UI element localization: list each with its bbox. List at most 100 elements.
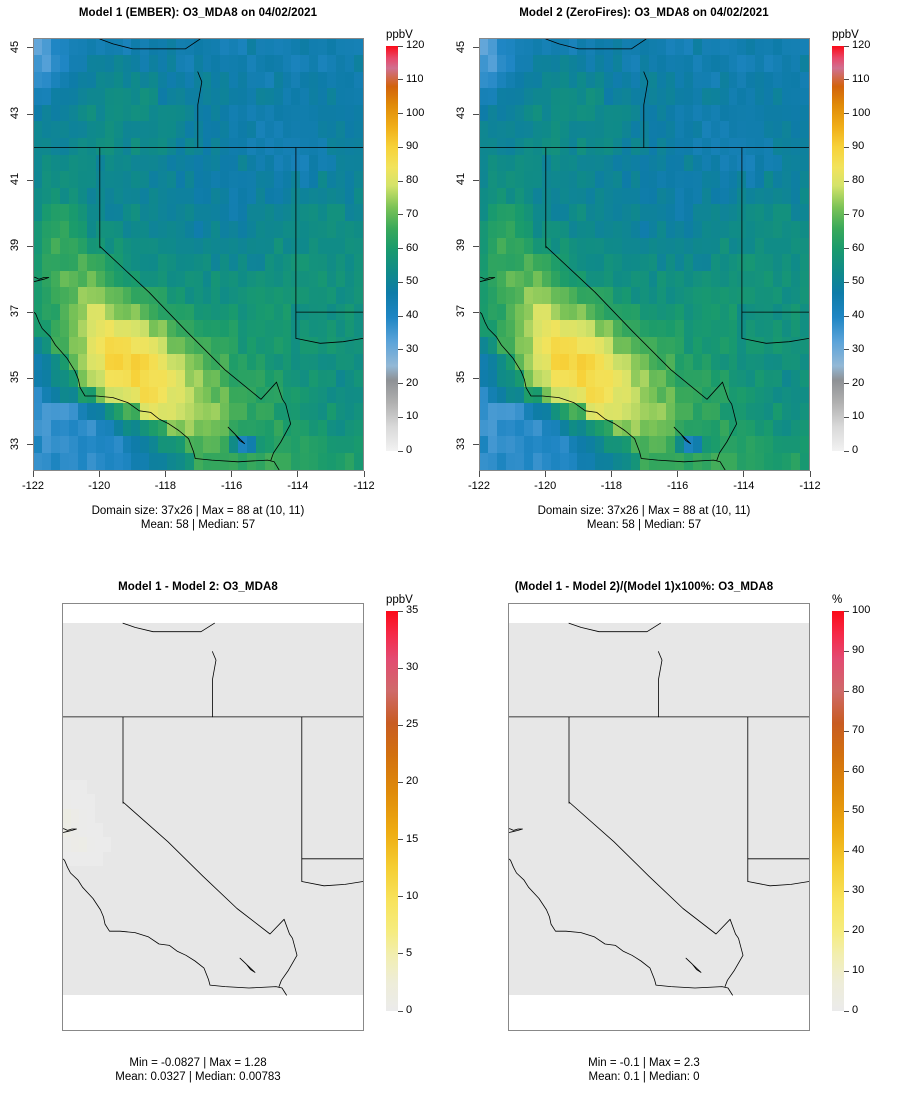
raster-cell (773, 336, 783, 355)
raster-cell (300, 287, 311, 305)
raster-cell (532, 39, 543, 56)
raster-cell (86, 436, 97, 454)
raster-cell (515, 39, 525, 56)
raster-cell (773, 386, 783, 405)
raster-cell (131, 237, 142, 255)
raster-cell (143, 679, 153, 696)
raster-cell (586, 419, 596, 438)
raster-cell (559, 336, 570, 355)
raster-cell (755, 187, 765, 206)
raster-cell (238, 353, 248, 371)
colorbar-tick-label-difference-percent: 10 (852, 964, 865, 976)
raster-cell (497, 39, 508, 56)
y-axis-tick-label: 35 (455, 371, 467, 384)
raster-cell (630, 71, 641, 90)
raster-cell (480, 436, 490, 454)
raster-cell (728, 55, 739, 73)
raster-cell (257, 637, 267, 653)
raster-cell (532, 419, 543, 438)
raster-cell (175, 370, 186, 388)
raster-cell (69, 88, 79, 106)
raster-cell (541, 138, 552, 156)
raster-cell (184, 254, 195, 272)
raster-cell (232, 651, 242, 667)
x-axis-tick (544, 471, 546, 477)
raster-cell (755, 220, 765, 239)
raster-cell (344, 220, 355, 239)
raster-cell (238, 386, 248, 405)
raster-cell (630, 154, 641, 172)
raster-cell (701, 453, 712, 470)
raster-cell (344, 104, 355, 123)
raster-cell (224, 722, 234, 738)
raster-cell (604, 386, 614, 405)
raster-cell (202, 419, 213, 438)
raster-cell (264, 303, 275, 322)
raster-cell (51, 320, 62, 338)
raster-cell (313, 780, 323, 796)
raster-cell (289, 694, 299, 710)
raster-cell (648, 171, 659, 189)
raster-cell (111, 780, 121, 796)
raster-cell (781, 370, 792, 388)
raster-cell (264, 370, 275, 388)
raster-cell (541, 104, 552, 123)
raster-cell (675, 403, 685, 421)
raster-cell (666, 453, 677, 470)
raster-cell (34, 187, 44, 206)
raster-cell (353, 403, 363, 421)
raster-cell (184, 353, 195, 371)
raster-cell (151, 665, 161, 681)
raster-cell (184, 121, 195, 139)
raster-cell (264, 71, 275, 90)
raster-cell (127, 794, 137, 810)
boundary-line (742, 338, 809, 343)
raster-cell (497, 419, 508, 438)
raster-cell (60, 237, 70, 255)
raster-cell (313, 694, 323, 710)
raster-cell (604, 71, 614, 90)
raster-cell (693, 55, 703, 73)
raster-cell (684, 88, 694, 106)
raster-cell (122, 104, 133, 123)
raster-cell (184, 765, 194, 781)
raster-cell (353, 453, 363, 470)
raster-cell (42, 353, 53, 371)
raster-cell (344, 386, 355, 405)
raster-cell (541, 154, 552, 172)
raster-cell (335, 303, 346, 322)
raster-cell (790, 138, 801, 156)
raster-cell (34, 138, 44, 156)
raster-cell (69, 39, 79, 56)
raster-cell (78, 637, 88, 653)
raster-cell (42, 187, 53, 206)
raster-cell (639, 138, 650, 156)
raster-cell (202, 353, 213, 371)
raster-cell (175, 55, 186, 73)
raster-cell (168, 751, 177, 767)
raster-cell (305, 765, 315, 781)
raster-layer (34, 39, 363, 470)
raster-cell (532, 171, 543, 189)
raster-cell (488, 237, 499, 255)
boundary-line (546, 246, 723, 399)
raster-cell (168, 708, 177, 724)
raster-cell (220, 436, 231, 454)
raster-cell (648, 138, 659, 156)
raster-cell (211, 403, 222, 421)
raster-cell (755, 419, 765, 438)
raster-cell (175, 287, 186, 305)
raster-cell (335, 370, 346, 388)
raster-cell (202, 187, 213, 206)
raster-cell (524, 386, 534, 405)
raster-cell (220, 204, 231, 222)
raster-cell (149, 336, 159, 355)
raster-cell (755, 436, 765, 454)
raster-cell (737, 403, 748, 421)
raster-cell (211, 453, 222, 470)
raster-cell (515, 270, 525, 289)
raster-cell (568, 187, 579, 206)
raster-cell (480, 303, 490, 322)
raster-cell (568, 287, 579, 305)
y-axis-tick-label: 39 (455, 239, 467, 252)
